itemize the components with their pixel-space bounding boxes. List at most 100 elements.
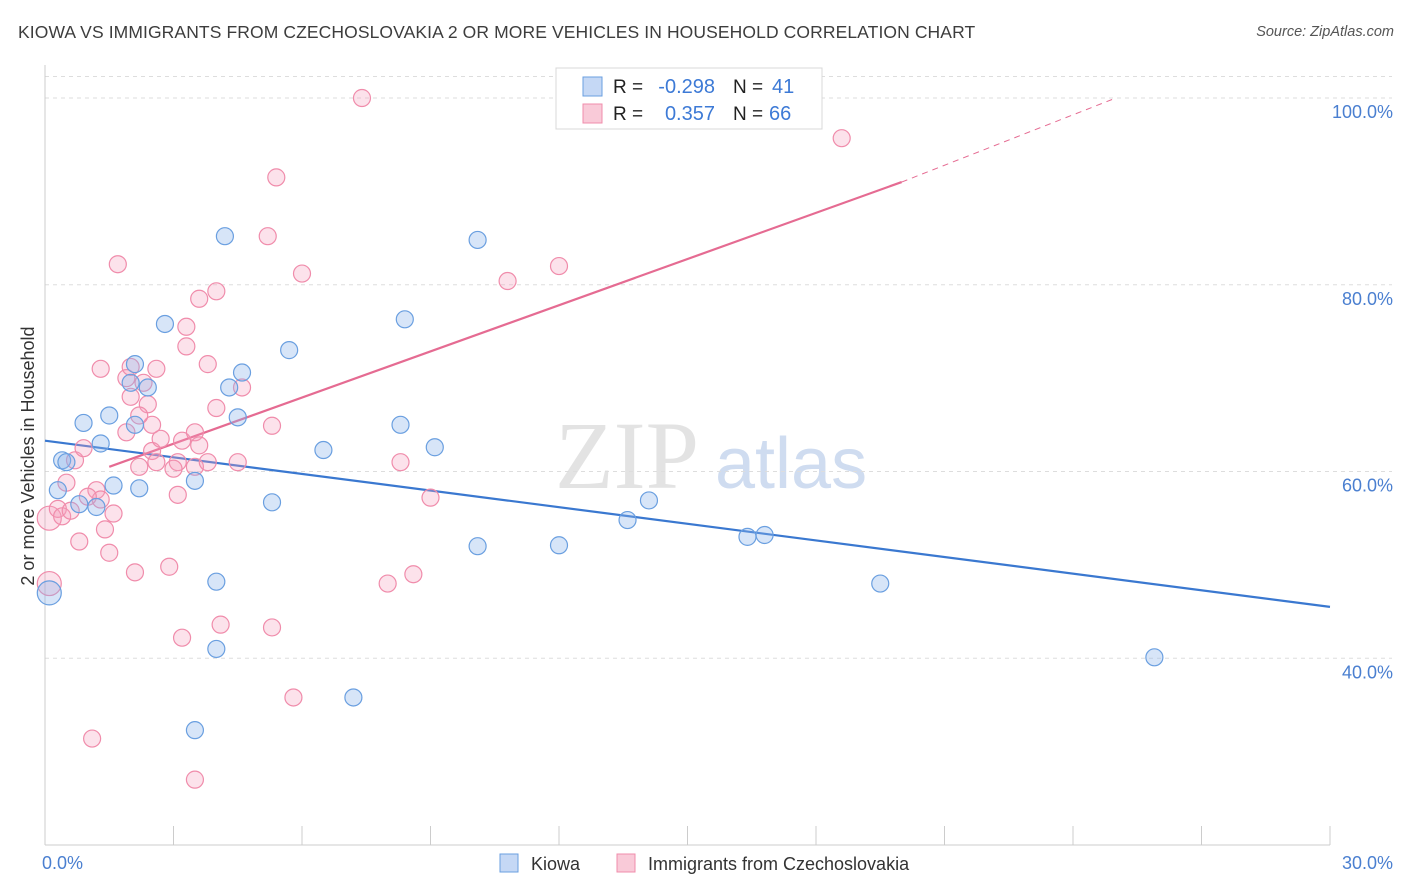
- y-tick-label-60: 60.0%: [1342, 476, 1393, 496]
- point-kiowa-2: [57, 453, 76, 472]
- point-czech-43: [207, 282, 226, 301]
- chart-title: KIOWA VS IMMIGRANTS FROM CZECHOSLOVAKIA …: [18, 22, 976, 42]
- correlation-legend: R = -0.298 N = 41 R = 0.357 N = 66: [555, 67, 823, 130]
- point-kiowa-9: [125, 355, 145, 374]
- bottom-legend-kiowa: Kiowa: [531, 854, 581, 874]
- point-czech-62: [832, 129, 851, 148]
- point-kiowa-16: [185, 471, 205, 490]
- legend-n-label-2: N =: [733, 104, 763, 125]
- point-kiowa-4: [70, 495, 89, 514]
- point-kiowa-11: [121, 373, 140, 392]
- point-kiowa-38: [871, 574, 890, 593]
- point-kiowa-34: [618, 510, 637, 530]
- legend-n-value-2: 66: [769, 103, 791, 125]
- legend-n-label-1: N =: [733, 77, 763, 98]
- legend-r-value-1: -0.298: [658, 76, 715, 98]
- point-kiowa-37: [755, 525, 774, 545]
- point-kiowa-17: [220, 378, 239, 397]
- point-kiowa-7: [100, 406, 119, 425]
- source-label: Source: ZipAtlas.com: [1256, 24, 1394, 40]
- point-czech-61: [549, 256, 569, 276]
- point-kiowa-28: [395, 310, 414, 329]
- point-kiowa-3: [48, 481, 67, 500]
- point-czech-54: [267, 168, 286, 187]
- point-czech-36: [207, 398, 226, 418]
- point-kiowa-26: [262, 493, 282, 512]
- point-czech-42: [190, 289, 209, 308]
- point-kiowa-24: [280, 341, 299, 360]
- y-tick-label-100: 100.0%: [1332, 102, 1393, 122]
- point-kiowa-12: [125, 415, 145, 434]
- trend-line-kiowa: [44, 439, 1331, 608]
- bottom-legend-czech: Immigrants from Czechoslovakia: [648, 854, 910, 874]
- point-czech-30: [172, 431, 192, 450]
- point-czech-37: [228, 453, 247, 472]
- legend-swatch-kiowa: [582, 76, 603, 97]
- point-czech-44: [108, 255, 127, 274]
- axes: [44, 65, 1331, 846]
- point-czech-35: [190, 436, 209, 455]
- watermark-zip: ZIP: [555, 402, 699, 509]
- point-kiowa-33: [549, 536, 569, 555]
- point-czech-59: [404, 565, 423, 584]
- point-czech-63: [352, 88, 372, 108]
- point-kiowa-27: [344, 688, 363, 707]
- point-czech-50: [284, 688, 303, 707]
- point-kiowa-18: [232, 363, 252, 382]
- point-czech-11: [100, 543, 119, 562]
- trend-line-czech-extension: [901, 97, 1117, 183]
- point-czech-48: [211, 615, 230, 634]
- trend-line-czech: [108, 181, 903, 468]
- point-czech-23: [147, 359, 166, 378]
- point-czech-9: [95, 520, 115, 539]
- point-kiowa-39: [1145, 648, 1164, 667]
- point-kiowa-36: [738, 527, 757, 546]
- point-czech-53: [258, 227, 277, 246]
- point-kiowa-23: [228, 408, 247, 427]
- point-czech-45: [125, 563, 145, 582]
- bottom-legend-swatch-czech: [616, 853, 636, 873]
- point-czech-21: [91, 359, 110, 378]
- data-points: [36, 88, 1164, 789]
- legend-r-label-1: R =: [613, 77, 643, 98]
- point-czech-18: [121, 387, 140, 406]
- point-czech-13: [70, 532, 89, 551]
- point-czech-49: [262, 618, 282, 637]
- point-kiowa-15: [155, 314, 175, 334]
- point-kiowa-35: [639, 491, 659, 510]
- point-czech-27: [151, 429, 170, 448]
- point-czech-6: [74, 439, 93, 458]
- watermark-atlas: atlas: [715, 424, 867, 504]
- point-kiowa-31: [468, 537, 487, 556]
- point-czech-40: [177, 337, 196, 356]
- point-czech-46: [160, 557, 179, 576]
- point-czech-1: [36, 570, 62, 597]
- point-czech-15: [130, 457, 149, 476]
- point-czech-55: [292, 264, 312, 283]
- point-czech-26: [130, 406, 149, 425]
- y-tick-label-80: 80.0%: [1342, 289, 1393, 309]
- point-kiowa-32: [468, 230, 487, 250]
- point-czech-29: [164, 459, 183, 478]
- point-czech-41: [177, 317, 196, 336]
- point-czech-52: [185, 770, 205, 789]
- point-czech-58: [378, 574, 397, 593]
- legend-r-value-2: 0.357: [665, 103, 715, 125]
- point-czech-60: [498, 271, 517, 291]
- point-czech-57: [421, 488, 440, 507]
- point-czech-34: [198, 453, 217, 472]
- point-kiowa-19: [207, 572, 226, 591]
- point-kiowa-30: [425, 438, 444, 457]
- point-czech-56: [391, 453, 410, 472]
- point-kiowa-22: [215, 227, 234, 246]
- point-czech-47: [172, 628, 192, 647]
- point-kiowa-8: [91, 434, 110, 453]
- point-czech-10: [104, 504, 123, 523]
- point-czech-39: [198, 355, 217, 374]
- point-kiowa-5: [87, 497, 106, 517]
- point-kiowa-6: [74, 413, 93, 433]
- point-kiowa-21: [185, 721, 205, 740]
- point-kiowa-14: [130, 479, 149, 498]
- x-tick-label-30: 30.0%: [1342, 853, 1393, 873]
- y-tick-label-40: 40.0%: [1342, 662, 1393, 682]
